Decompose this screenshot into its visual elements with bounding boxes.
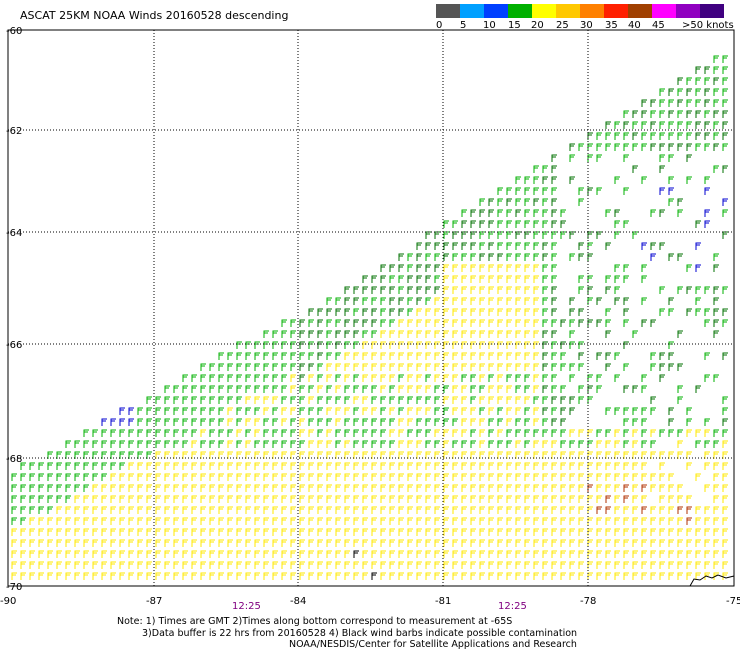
scale-label-8: 40: [628, 20, 641, 31]
scale-label-3: 15: [508, 20, 521, 31]
note-line-2: 3)Data buffer is 22 hrs from 20160528 4)…: [142, 628, 578, 639]
scale-swatch-5: [556, 4, 580, 18]
lon-label-4: -78: [580, 596, 596, 607]
coastline: [689, 574, 735, 587]
scale-swatch-9: [652, 4, 676, 18]
map-title: ASCAT 25KM NOAA Winds 20160528 descendin…: [20, 9, 289, 22]
note-line-3: NOAA/NESDIS/Center for Satellite Applica…: [289, 639, 577, 650]
scale-swatch-7: [604, 4, 628, 18]
scale-swatch-2: [484, 4, 508, 18]
scale-swatch-10: [676, 4, 700, 18]
time-label-2: 12:25: [498, 601, 527, 612]
graticule: [8, 30, 734, 586]
scale-label-10: >50 knots: [682, 20, 734, 31]
scale-label-5: 25: [556, 20, 569, 31]
lon-label-3: -81: [435, 596, 451, 607]
scale-label-0: 0: [436, 20, 443, 31]
lon-label-2: -84: [290, 596, 306, 607]
scale-swatch-1: [460, 4, 484, 18]
lon-label-5: -75: [726, 596, 740, 607]
scale-swatch-6: [580, 4, 604, 18]
scale-label-1: 5: [460, 20, 467, 31]
lat-label-3: -66: [6, 340, 22, 351]
scale-label-2: 10: [483, 20, 496, 31]
lat-label-4: -68: [6, 454, 22, 465]
scale-swatch-11: [700, 4, 724, 18]
longitude-labels: -90 -87 -84 -81 -78 -75: [0, 596, 740, 607]
map-frame: [7, 29, 735, 587]
scale-label-6: 30: [580, 20, 593, 31]
scale-label-4: 20: [531, 20, 544, 31]
wind-barbs: [11, 55, 728, 580]
scale-label-7: 35: [605, 20, 618, 31]
wind-speed-scale-labels: 0 5 10 15 20 25 30 35 40 45 >50 knots: [430, 20, 740, 32]
time-label-1: 12:25: [232, 601, 261, 612]
latitude-labels: -60 -62 -64 -66 -68 -70: [6, 26, 22, 593]
scale-swatch-3: [508, 4, 532, 18]
lat-label-1: -62: [6, 126, 22, 137]
scale-label-9: 45: [652, 20, 665, 31]
lat-label-2: -64: [6, 228, 22, 239]
scale-swatch-0: [436, 4, 460, 18]
lon-label-0: -90: [0, 596, 16, 607]
lat-label-0: -60: [6, 26, 22, 37]
scale-swatch-8: [628, 4, 652, 18]
lat-label-5: -70: [6, 582, 22, 593]
wind-speed-color-scale: [436, 4, 724, 18]
note-line-1: Note: 1) Times are GMT 2)Times along bot…: [117, 616, 513, 627]
scale-swatch-4: [532, 4, 556, 18]
lon-label-1: -87: [146, 596, 162, 607]
